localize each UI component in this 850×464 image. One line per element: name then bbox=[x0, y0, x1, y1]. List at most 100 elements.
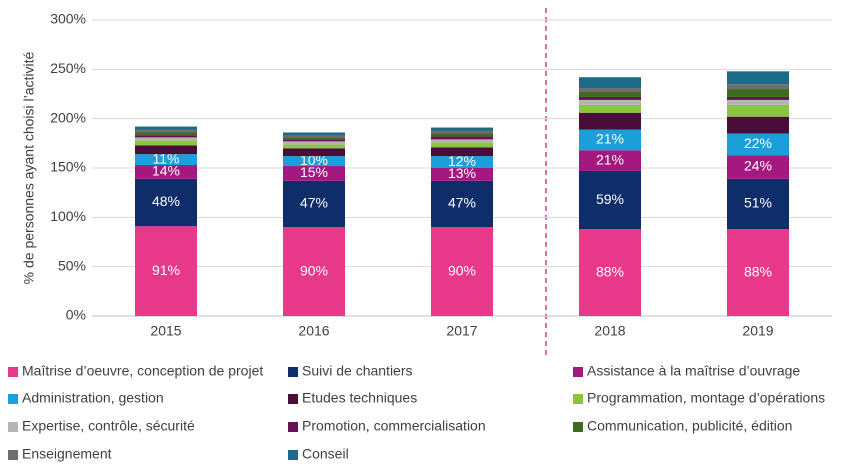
value-label: 90% bbox=[448, 262, 476, 278]
legend-label: Communication, publicité, édition bbox=[587, 418, 792, 434]
bar-segment bbox=[431, 130, 493, 134]
legend-swatch bbox=[288, 422, 298, 432]
bar-segment bbox=[135, 126, 197, 130]
legend-label: Enseignement bbox=[22, 446, 112, 462]
x-tick-label: 2019 bbox=[742, 323, 773, 339]
legend-swatch bbox=[288, 367, 298, 377]
bar-segment bbox=[727, 116, 789, 134]
value-label: 47% bbox=[448, 195, 476, 211]
y-tick-label: 0% bbox=[66, 307, 86, 323]
bar-segment bbox=[727, 155, 789, 179]
legend-label: Assistance à la maîtrise d’ouvrage bbox=[587, 363, 800, 379]
bar-segment bbox=[727, 84, 789, 90]
bar-segment bbox=[727, 104, 789, 117]
bar-segment bbox=[135, 178, 197, 227]
legend-swatch bbox=[573, 394, 583, 404]
value-label: 13% bbox=[448, 165, 476, 181]
bar-segment bbox=[283, 135, 345, 138]
bar-segment bbox=[283, 166, 345, 181]
legend-swatch bbox=[8, 394, 18, 404]
legend-label: Programmation, montage d’opérations bbox=[587, 390, 825, 406]
bar-segment bbox=[727, 71, 789, 85]
bar-segment bbox=[283, 139, 345, 142]
legend-swatch bbox=[288, 394, 298, 404]
bar-segment bbox=[579, 229, 641, 316]
bar-segment bbox=[283, 180, 345, 228]
value-label: 51% bbox=[744, 195, 772, 211]
bar-segment bbox=[283, 141, 345, 145]
y-tick-label: 150% bbox=[50, 159, 86, 175]
bar-segment bbox=[579, 150, 641, 171]
bar-segment bbox=[135, 132, 197, 136]
y-tick-label: 300% bbox=[50, 11, 86, 27]
y-axis-label: % de personnes ayant choisi l’activité bbox=[21, 51, 37, 284]
value-label: 48% bbox=[152, 193, 180, 209]
bar-segment bbox=[283, 156, 345, 167]
bar-segment bbox=[727, 99, 789, 105]
bar-segment bbox=[135, 165, 197, 179]
bar-segment bbox=[431, 147, 493, 157]
bar-segment bbox=[135, 129, 197, 133]
bar-segment bbox=[579, 96, 641, 100]
bar-segment bbox=[579, 77, 641, 89]
bar-segment bbox=[135, 154, 197, 166]
value-label: 15% bbox=[300, 164, 328, 180]
value-label: 59% bbox=[596, 191, 624, 207]
x-tick-label: 2015 bbox=[150, 323, 181, 339]
bar-segment bbox=[135, 145, 197, 155]
bar-segment bbox=[579, 170, 641, 230]
value-label: 47% bbox=[300, 195, 328, 211]
x-tick-label: 2016 bbox=[298, 323, 329, 339]
bar-segment bbox=[431, 156, 493, 168]
bar-segment bbox=[431, 180, 493, 228]
value-label: 11% bbox=[153, 150, 180, 166]
bar-segment bbox=[135, 226, 197, 316]
x-tick-label: 2018 bbox=[594, 323, 625, 339]
bar-segment bbox=[135, 140, 197, 146]
value-label: 88% bbox=[744, 263, 772, 279]
legend-label: Conseil bbox=[302, 446, 349, 462]
bar-segment bbox=[283, 144, 345, 149]
value-label: 91% bbox=[152, 262, 180, 278]
value-label: 90% bbox=[300, 262, 328, 278]
legend-swatch bbox=[573, 422, 583, 432]
bar-segment bbox=[283, 137, 345, 140]
bar-segment bbox=[283, 227, 345, 316]
legend-label: Expertise, contrôle, sécurité bbox=[22, 418, 195, 434]
value-label: 21% bbox=[596, 151, 624, 167]
bar-segment bbox=[431, 168, 493, 181]
y-tick-label: 100% bbox=[50, 208, 86, 224]
legend-swatch bbox=[8, 422, 18, 432]
legend-label: Administration, gestion bbox=[22, 390, 164, 406]
bar-segment bbox=[579, 104, 641, 113]
value-label: 12% bbox=[448, 153, 476, 169]
bar-segment bbox=[727, 178, 789, 230]
value-label: 14% bbox=[152, 163, 180, 179]
bar-segment bbox=[431, 127, 493, 131]
bar-segment bbox=[579, 88, 641, 93]
legend-label: Maîtrise d’oeuvre, conception de projet bbox=[22, 363, 263, 379]
bar-segment bbox=[727, 229, 789, 316]
bar-segment bbox=[727, 89, 789, 97]
legend-swatch bbox=[8, 450, 18, 460]
x-tick-label: 2017 bbox=[446, 323, 477, 339]
value-label: 24% bbox=[744, 158, 772, 174]
value-label: 21% bbox=[596, 131, 624, 147]
bar-segment bbox=[431, 136, 493, 140]
y-tick-label: 250% bbox=[50, 60, 86, 76]
legend-label: Etudes techniques bbox=[302, 390, 417, 406]
y-tick-label: 50% bbox=[58, 257, 86, 273]
value-label: 22% bbox=[744, 135, 772, 151]
value-label: 88% bbox=[596, 263, 624, 279]
legend-swatch bbox=[8, 367, 18, 377]
bar-segment bbox=[727, 133, 789, 156]
bar-segment bbox=[135, 137, 197, 141]
bar-segment bbox=[283, 132, 345, 136]
bar-segment bbox=[135, 135, 197, 138]
bar-segment bbox=[579, 129, 641, 151]
y-tick-label: 200% bbox=[50, 109, 86, 125]
bar-segment bbox=[283, 148, 345, 157]
bar-segment bbox=[431, 227, 493, 316]
legend-label: Suivi de chantiers bbox=[302, 363, 413, 379]
